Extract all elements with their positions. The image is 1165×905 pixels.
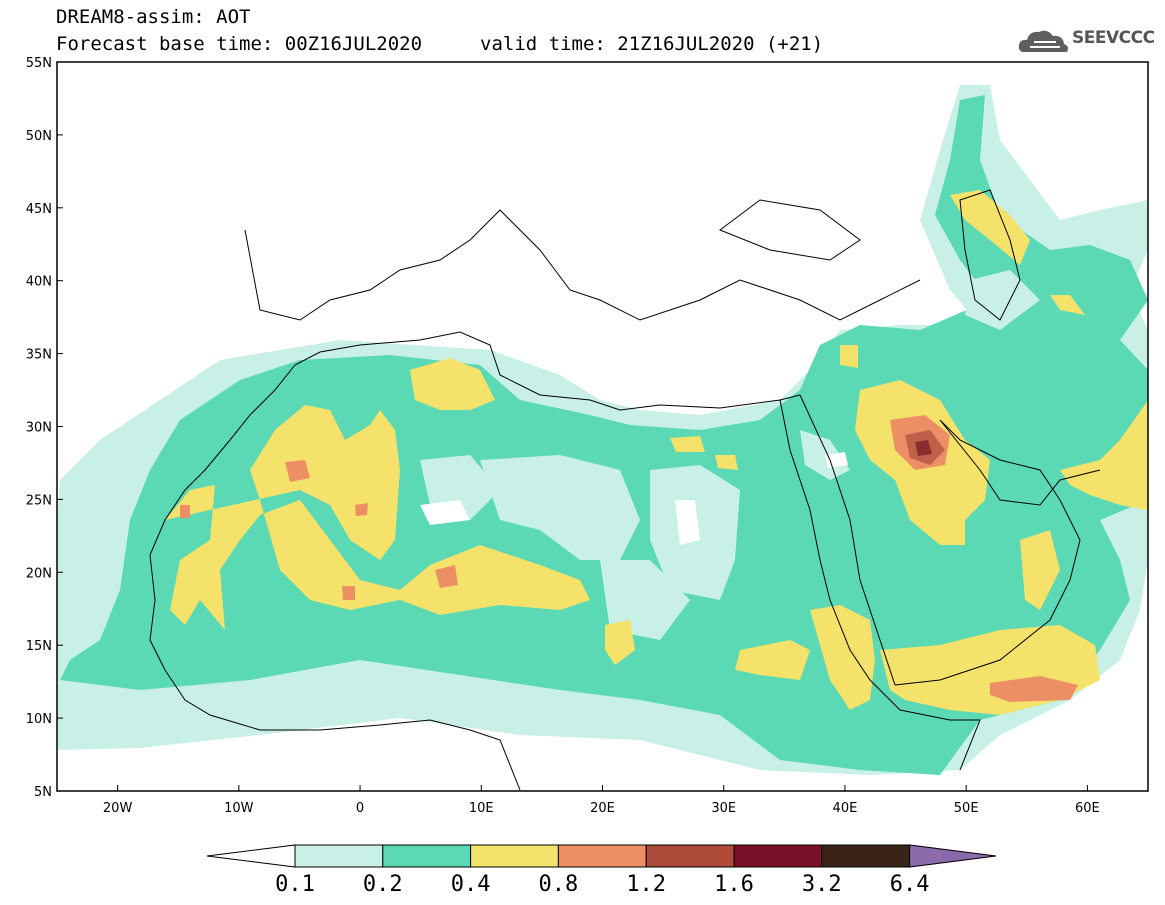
lat-tick-label: 45N <box>26 202 52 217</box>
colorbar-label: 0.2 <box>363 872 403 897</box>
coastline-north-africa <box>149 331 801 556</box>
colorbar-label: 6.4 <box>890 872 930 897</box>
coastline-caspian-sea <box>959 189 1021 321</box>
aot-hole-caspian <box>965 270 1040 330</box>
valid-time: valid time: 21Z16JUL2020 (+21) <box>480 33 824 55</box>
colorbar-swatch <box>645 844 735 868</box>
aot-band-0.4-eritrea <box>810 605 875 710</box>
coastline-west-africa <box>149 554 521 791</box>
lat-tick-label: 35N <box>26 348 52 363</box>
logo-text: SEEVCCC <box>1072 28 1155 48</box>
colorbar-under-arrow <box>206 844 296 868</box>
coastline-red-sea-east <box>799 394 896 686</box>
colorbar-label: 1.6 <box>714 872 754 897</box>
lon-tick-label: 10E <box>469 801 494 816</box>
map-title: DREAM8-assim: AOT <box>56 6 251 28</box>
lat-tick-label: 20N <box>26 566 52 581</box>
aot-band-0.4-oman <box>1020 530 1060 610</box>
aot-hole-libya <box>480 455 640 560</box>
cloud-icon <box>1018 30 1068 52</box>
aot-contours <box>57 85 1148 775</box>
colorbar-label: 3.2 <box>802 872 842 897</box>
aot-hole-white-3 <box>825 452 848 468</box>
colorbar-swatch <box>470 844 559 868</box>
aot-band-0.4-algeria <box>410 358 495 410</box>
aot-band-1.6-iraq <box>915 440 932 456</box>
aot-band-0.4-sudan <box>735 640 810 680</box>
colorbar-label: 0.8 <box>539 872 579 897</box>
coastline-europe <box>244 209 921 321</box>
colorbar-swatch <box>733 844 823 868</box>
aot-hole-white-1 <box>420 500 470 525</box>
aot-band-0.4-egypt-s <box>715 455 738 470</box>
colorbar-over-arrow <box>909 844 997 868</box>
lat-tick-label: 50N <box>26 129 52 144</box>
aot-hole-white-2 <box>675 500 700 545</box>
lon-tick-label: 60E <box>1075 801 1100 816</box>
forecast-base-time: Forecast base time: 00Z16JUL2020 <box>56 33 423 55</box>
lon-tick-label: 30E <box>711 801 736 816</box>
lon-tick-label: 10W <box>224 801 254 816</box>
aot-band-0.4-egypt-n <box>670 436 705 452</box>
lon-tick-label: 20E <box>590 801 615 816</box>
colorbar-label: 0.1 <box>275 872 315 897</box>
colorbar-swatch <box>557 844 647 868</box>
aot-band-0.4-caspian <box>950 190 1030 265</box>
colorbar-swatch <box>294 844 384 868</box>
aot-band-0.4-iraq-top <box>840 345 858 368</box>
coastline-horn-of-africa <box>899 709 981 771</box>
aot-band-0.4-western-sahara <box>165 405 590 630</box>
coastline-red-sea-west <box>779 399 901 711</box>
lon-tick-label: 20W <box>103 801 133 816</box>
aot-band-0.8-3 <box>435 565 458 588</box>
aot-band-0.4-chad <box>605 620 635 665</box>
coastline-persian-gulf <box>939 419 1101 506</box>
coastline-arabia-south <box>894 419 1081 686</box>
coastlines <box>149 189 1101 791</box>
lon-tick-label: 40E <box>833 801 858 816</box>
lat-tick-label: 15N <box>26 639 52 654</box>
lon-tick-label: 50E <box>954 801 979 816</box>
lon-axis: 20W 10W 0 10E 20E 30E 40E 50E 60E <box>103 785 1100 816</box>
lat-axis: 55N 50N 45N 40N 35N 30N 25N 20N 15N 10N 5N <box>26 56 63 800</box>
lat-tick-label: 30N <box>26 421 52 436</box>
aot-band-0.8-2 <box>355 503 368 516</box>
colorbar-label: 0.4 <box>451 872 491 897</box>
aot-band-0.8-4 <box>342 586 355 600</box>
aot-band-0.8-1 <box>285 460 310 482</box>
coastline-black-sea <box>718 199 861 261</box>
aot-band-0.4-turkmen <box>1050 295 1085 315</box>
aot-band-0.4-iran <box>1060 400 1148 510</box>
lat-tick-label: 40N <box>26 275 52 290</box>
lat-tick-label: 55N <box>26 56 52 71</box>
lat-tick-label: 5N <box>34 785 52 800</box>
colorbar-label: 1.2 <box>626 872 666 897</box>
aot-hole-sahel <box>600 560 690 640</box>
aot-band-0.8-7 <box>990 676 1078 702</box>
aot-band-0.8-5 <box>180 505 190 518</box>
colorbar-swatch <box>821 844 911 868</box>
lat-tick-label: 25N <box>26 493 52 508</box>
lon-tick-label: 0 <box>356 801 364 816</box>
colorbar: 0.1 0.2 0.4 0.8 1.2 1.6 3.2 6.4 <box>206 844 997 897</box>
lat-tick-label: 10N <box>26 712 52 727</box>
colorbar-swatch <box>382 844 472 868</box>
